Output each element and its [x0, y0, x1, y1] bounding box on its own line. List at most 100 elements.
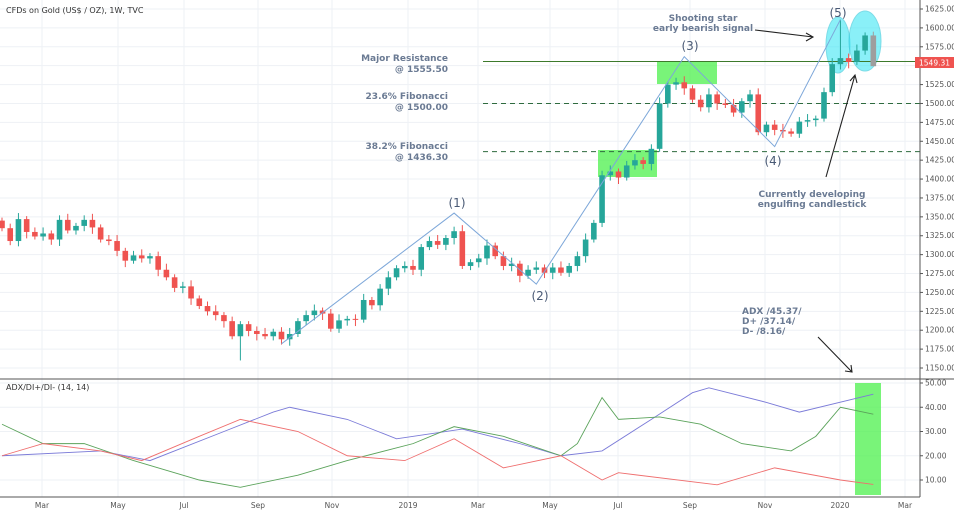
candle-body — [812, 118, 819, 121]
fib382-value: @ 1436.30 — [395, 153, 448, 163]
candle-body — [665, 84, 671, 104]
candle-body — [328, 313, 334, 329]
candle-body — [418, 247, 425, 270]
indicator-y-tick-label: 50.00 — [925, 379, 947, 388]
candle-body — [56, 219, 63, 240]
candle-body — [574, 256, 581, 266]
candle-body — [360, 299, 367, 320]
candle-body — [451, 231, 457, 239]
arrows — [754, 29, 858, 373]
candle-body — [706, 94, 712, 108]
fib236-label: 23.6% Fibonacci — [366, 92, 448, 102]
candle-body — [369, 299, 375, 306]
y-tick-label: 1400.00 — [925, 175, 954, 184]
candle-body — [114, 241, 120, 251]
di-minus-value-label: D- /8.16/ — [742, 327, 786, 337]
wave-4-label: (4) — [765, 154, 782, 168]
candle-body — [262, 333, 268, 337]
candle-body — [730, 104, 737, 113]
candle-body — [188, 286, 194, 299]
candle-body — [122, 250, 129, 261]
candle-body — [837, 58, 844, 65]
last-price-tag — [915, 57, 954, 68]
last-price-value: 1549.31 — [919, 59, 950, 68]
candle-body — [48, 233, 55, 240]
candle-body — [558, 267, 564, 273]
candle-body — [656, 103, 663, 149]
y-tick-label: 1300.00 — [925, 250, 954, 259]
candle-body — [467, 262, 474, 266]
x-tick-label: Sep — [683, 501, 697, 510]
candle-body — [237, 324, 244, 337]
candle-body — [73, 225, 79, 231]
x-tick-label: 2019 — [398, 501, 417, 510]
candle-body — [697, 99, 704, 108]
y-tick-label: 1575.00 — [925, 42, 954, 51]
candle-body — [426, 241, 433, 248]
indicator-y-tick-label: 30.00 — [925, 427, 947, 436]
candle-body — [747, 94, 753, 102]
candle-body — [771, 124, 778, 130]
candle-body — [591, 222, 597, 240]
candle-body — [336, 320, 342, 329]
candle-body — [788, 131, 794, 134]
resistance-zone-box — [657, 62, 717, 84]
candle-body — [829, 64, 836, 93]
candle-body — [15, 219, 22, 242]
series-di-minus — [1, 418, 874, 486]
candle-body — [229, 321, 235, 337]
y-tick-label: 1325.00 — [925, 231, 954, 240]
candle-body — [163, 269, 170, 278]
candle-body — [295, 321, 301, 334]
indicator-y-tick-label: 10.00 — [925, 476, 947, 485]
candle-body — [196, 298, 203, 307]
candle-body — [508, 263, 515, 266]
x-tick-label: Jul — [612, 501, 622, 510]
candle-body — [344, 318, 351, 321]
candle-body — [385, 277, 392, 289]
candle-body — [648, 148, 655, 164]
fib236-value: @ 1500.00 — [395, 103, 448, 113]
y-tick-label: 1600.00 — [925, 23, 954, 32]
x-tick-label: Nov — [325, 501, 340, 510]
candle-body — [870, 35, 877, 67]
candle-body — [212, 311, 219, 316]
candle-body — [130, 255, 137, 261]
adx-value-label: ADX /45.37/ — [742, 307, 802, 317]
candle-body — [393, 268, 400, 278]
y-tick-label: 1275.00 — [925, 269, 954, 278]
y-tick-label: 1350.00 — [925, 212, 954, 221]
y-tick-label: 1150.00 — [925, 364, 954, 373]
candle-body — [443, 238, 449, 245]
candle-body — [632, 160, 638, 166]
candle-body — [32, 231, 38, 237]
candle-body — [138, 255, 145, 259]
candle-body — [484, 245, 490, 259]
candle-body — [270, 331, 277, 337]
candle-body — [500, 256, 507, 266]
adx-highlight-box — [855, 383, 881, 495]
candle-body — [615, 171, 622, 178]
x-tick-label: May — [542, 501, 558, 510]
wave-1-label: (1) — [449, 196, 466, 210]
candle-body — [401, 265, 408, 269]
candle-body — [221, 315, 227, 322]
candle-body — [352, 318, 359, 320]
candle-body — [434, 241, 441, 245]
resistance-value: @ 1555.50 — [395, 65, 448, 75]
y-tick-label: 1250.00 — [925, 288, 954, 297]
candle-body — [673, 82, 679, 85]
wave-5-label: (5) — [830, 6, 847, 20]
x-tick-label: 2020 — [830, 501, 849, 510]
candle-body — [106, 239, 112, 242]
candle-body — [89, 219, 96, 228]
candle-body — [254, 330, 260, 334]
candle-body — [862, 35, 868, 51]
candle-body — [821, 92, 827, 119]
candle-body — [286, 333, 293, 340]
shooting-star-sub: early bearish signal — [653, 24, 753, 34]
fib382-label: 38.2% Fibonacci — [366, 142, 448, 152]
adx-indicator — [1, 387, 874, 488]
